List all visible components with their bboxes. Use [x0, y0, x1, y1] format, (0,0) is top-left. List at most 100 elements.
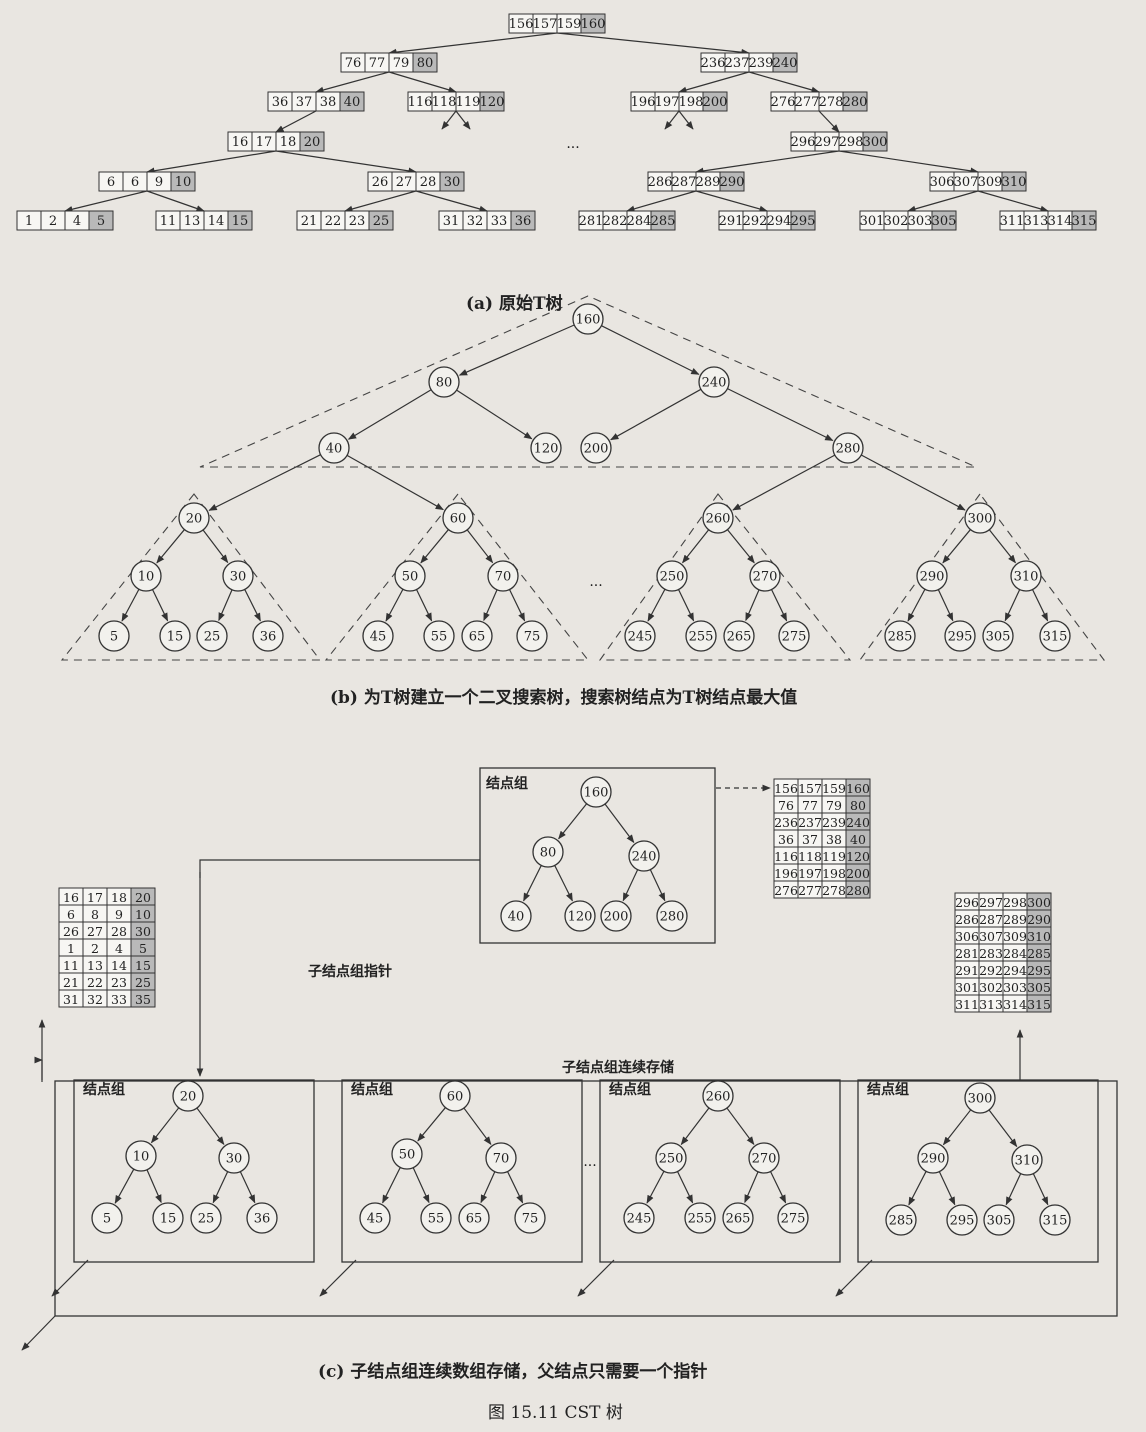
key-label: 28 — [420, 175, 437, 190]
table-cell-label: 280 — [846, 883, 870, 898]
table-cell-label: 36 — [778, 832, 794, 847]
key-cell — [339, 91, 365, 112]
node-label: 280 — [836, 442, 861, 457]
key-label: 2 — [49, 214, 57, 229]
table-cell-label: 119 — [822, 849, 846, 864]
t-node-310: 306 307 309 310 — [929, 171, 1027, 192]
table-cell-label: 35 — [135, 992, 151, 1007]
node-label: 270 — [753, 570, 778, 585]
tree-edge — [938, 1171, 956, 1206]
node-circle — [159, 620, 191, 652]
node-circle — [698, 366, 730, 398]
tree-edge — [463, 1107, 492, 1146]
key-label: 40 — [344, 95, 361, 110]
key-label: 197 — [655, 95, 680, 110]
key-cell — [170, 171, 196, 192]
table-cell-label: 2 — [91, 941, 99, 956]
node-label: 245 — [627, 1212, 652, 1227]
t-tree-edge — [695, 190, 768, 213]
tree-node-30: 30 — [222, 560, 254, 592]
table-cell-label: 6 — [67, 907, 75, 922]
table-cell-label: 1 — [67, 941, 75, 956]
table-cell-label: 237 — [798, 815, 822, 830]
tree-node-240: 240 — [698, 366, 730, 398]
tree-edge — [908, 1171, 927, 1206]
tree-edge — [508, 589, 526, 622]
node-label: 250 — [659, 1152, 684, 1167]
table-cell-label: 307 — [979, 929, 1003, 944]
table-cell-label: 5 — [139, 941, 147, 956]
tree-edge — [770, 589, 788, 622]
table-cell-label: 197 — [798, 866, 822, 881]
key-label: 10 — [175, 175, 192, 190]
caption-b: (b) 为T树建立一个二叉搜索树，搜索树结点为T树结点最大值 — [330, 688, 798, 708]
node-circle — [580, 432, 612, 464]
node-group-box-20 — [73, 1079, 315, 1263]
table-cell-label: 309 — [1003, 929, 1027, 944]
tree-edge — [745, 589, 760, 622]
child-pointer-arrow — [196, 859, 480, 1077]
figure-caption: 图 15.11 CST 树 — [488, 1403, 623, 1423]
tree-edge — [420, 529, 449, 564]
key-label: 287 — [672, 175, 697, 190]
tree-edge — [523, 865, 542, 902]
tree-edge — [1031, 589, 1049, 622]
key-label: 298 — [839, 135, 864, 150]
tree-edge — [480, 1171, 496, 1204]
key-label: 284 — [627, 214, 652, 229]
node-group-label: 结点组 — [867, 1081, 909, 1098]
table-cell-label: 9 — [115, 907, 123, 922]
table-cell-label: 8 — [91, 907, 99, 922]
tree-edge — [937, 589, 954, 622]
child-continuous-label: 子结点组连续存储 — [562, 1059, 674, 1076]
node-circle — [656, 560, 688, 592]
node-label: 270 — [752, 1152, 777, 1167]
key-label: 27 — [396, 175, 413, 190]
key-label: 11 — [160, 214, 177, 229]
table-cell-label: 306 — [955, 929, 979, 944]
table-cell-label: 157 — [798, 781, 822, 796]
key-label: 281 — [579, 214, 604, 229]
tree-node-20: 20 — [172, 1080, 204, 1112]
key-label: 13 — [184, 214, 201, 229]
key-label: 290 — [720, 175, 745, 190]
node-circle — [514, 1202, 546, 1234]
key-label: 291 — [719, 214, 744, 229]
node-circle — [532, 836, 564, 868]
key-cell — [772, 52, 798, 73]
key-label: 14 — [208, 214, 225, 229]
keys-table-left: 16 17 18 20 6 8 9 10 26 27 28 30 1 2 4 5 11 13 14 15 21 22 23 2… — [58, 887, 156, 1008]
tree-edge — [610, 388, 702, 441]
tree-node-120: 120 — [564, 900, 596, 932]
tree-edge — [218, 589, 233, 622]
node-label: 255 — [689, 630, 714, 645]
tree-edge — [942, 1109, 972, 1146]
node-label: 75 — [524, 630, 541, 645]
key-label: 6 — [131, 175, 139, 190]
tree-edge — [483, 589, 498, 622]
tree-node-270: 270 — [749, 560, 781, 592]
node-circle — [91, 1202, 123, 1234]
node-circle — [655, 1142, 687, 1174]
t-node-300: 296 297 298 300 — [790, 131, 888, 152]
table-cell-label: 276 — [774, 883, 798, 898]
table-cell-label: 286 — [955, 912, 979, 927]
key-label: 198 — [679, 95, 704, 110]
key-label: 294 — [767, 214, 792, 229]
table-cell — [130, 989, 156, 1008]
node-circle — [885, 1204, 917, 1236]
node-label: 120 — [534, 442, 559, 457]
node-label: 275 — [781, 1212, 806, 1227]
key-label: 37 — [296, 95, 313, 110]
table-cell-label: 79 — [826, 798, 842, 813]
child-group-pointer — [51, 1259, 89, 1297]
t-node-290: 286 287 289 290 — [647, 171, 745, 192]
key-cell — [842, 91, 868, 112]
t-tree-edge — [626, 190, 697, 213]
key-label: 278 — [819, 95, 844, 110]
t-node-295: 291 292 294 295 — [718, 210, 816, 231]
node-circle — [778, 620, 810, 652]
table-cell-label: 156 — [774, 781, 798, 796]
t-tree-edge — [275, 110, 317, 133]
